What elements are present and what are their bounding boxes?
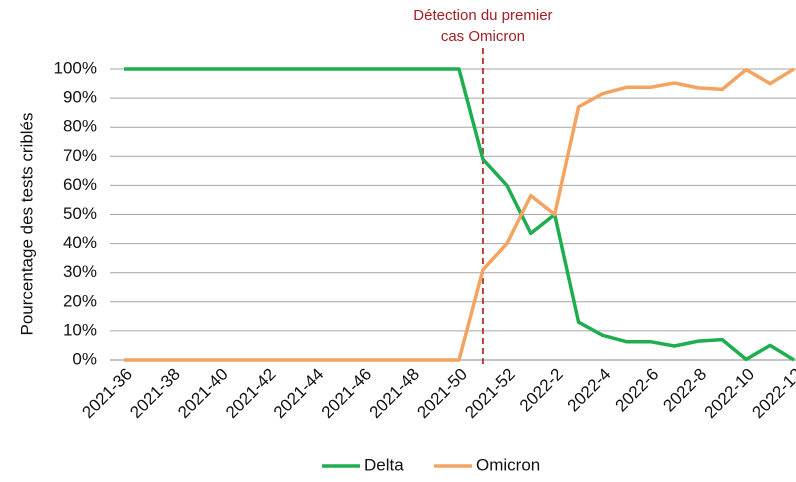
y-tick-label: 10% [63,320,97,339]
x-tick-label: 2021-52 [461,365,519,423]
x-tick-label: 2021-40 [174,365,232,423]
series-line [124,67,795,362]
x-tick-label: 2021-46 [318,365,376,423]
y-tick-label: 100% [54,58,97,77]
annotation: Détection du premier [413,7,552,24]
x-tick-label: 2022-6 [612,365,663,416]
x-tick-label: 2021-44 [270,365,328,423]
y-tick-label: 20% [63,291,97,310]
legend-label: Delta [364,455,404,474]
x-tick-label: 2022-4 [564,365,615,416]
legend-label: Omicron [476,455,540,474]
x-tick-label: 2021-42 [222,365,280,423]
x-tick-label: 2022-10 [701,365,759,423]
x-tick-label: 2021-36 [78,365,136,423]
y-tick-label: 90% [63,88,97,107]
y-tick-label: 40% [63,233,97,252]
series-line [124,67,795,362]
y-tick-label: 60% [63,175,97,194]
y-tick-label: 0% [72,349,97,368]
annotation: cas Omicron [441,28,525,45]
x-tick-label: 2021-48 [366,365,424,423]
y-tick-label: 50% [63,204,97,223]
x-tick-label: 2021-50 [413,365,471,423]
x-tick-label: 2022-12 [748,365,796,423]
y-tick-label: 70% [63,146,97,165]
x-tick-label: 2021-38 [126,365,184,423]
x-tick-label: 2022-2 [516,365,567,416]
y-tick-label: 80% [63,117,97,136]
y-axis-title: Pourcentage des tests criblés [17,112,36,335]
y-tick-label: 30% [63,262,97,281]
